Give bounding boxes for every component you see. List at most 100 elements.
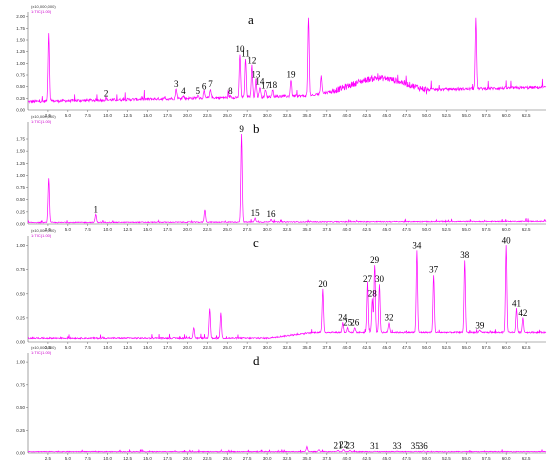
x-tick-label: 50.0: [422, 113, 431, 118]
x-tick-label: 12.5: [123, 456, 132, 461]
chart-panel-a: (x10,000,000)1:TIC(1.00)0.250.500.751.00…: [16, 4, 547, 118]
y-tick-label: 0.50: [16, 291, 25, 296]
x-tick-label: 60.0: [502, 456, 511, 461]
peak-label-9: 9: [239, 124, 244, 134]
peak-label-34: 34: [412, 240, 422, 250]
x-tick-label: 45.0: [382, 227, 391, 232]
peak-label-14: 14: [255, 77, 265, 87]
peak-label-3: 3: [174, 79, 179, 89]
x-tick-label: 57.5: [482, 345, 491, 350]
peak-label-19: 19: [286, 70, 296, 80]
x-tick-label: 55.0: [462, 345, 471, 350]
x-tick-label: 2.5: [45, 345, 52, 350]
peak-label-41: 41: [512, 298, 521, 308]
peak-label-13: 13: [251, 70, 261, 80]
x-tick-label: 32.5: [283, 113, 292, 118]
x-tick-label: 42.5: [362, 456, 371, 461]
x-tick-label: 17.5: [163, 227, 172, 232]
peak-label-35: 35: [411, 441, 421, 451]
peak-label-39: 39: [475, 320, 485, 330]
y-tick-label: 0.50: [16, 197, 25, 202]
peak-label-16: 16: [267, 209, 277, 219]
x-tick-label: 32.5: [283, 456, 292, 461]
peak-label-8: 8: [228, 86, 233, 96]
peak-label-29: 29: [370, 255, 380, 265]
y-tick-label: 0.00: [16, 222, 25, 227]
x-tick-label: 10.0: [103, 227, 112, 232]
x-tick-label: 62.5: [522, 227, 531, 232]
peak-label-37: 37: [429, 265, 439, 275]
peak-label-15: 15: [251, 208, 261, 218]
x-tick-label: 7.5: [85, 227, 92, 232]
tic-trace: [27, 17, 547, 104]
peak-label-1: 1: [93, 204, 98, 214]
x-tick-label: 55.0: [462, 227, 471, 232]
x-tick-label: 62.5: [522, 113, 531, 118]
peak-label-7: 7: [208, 79, 213, 89]
x-tick-label: 17.5: [163, 345, 172, 350]
peak-label-5: 5: [195, 86, 200, 96]
x-tick-label: 2.5: [45, 456, 52, 461]
peak-label-11: 11: [241, 49, 250, 59]
trace-label: 1:TIC(1.00): [31, 233, 52, 238]
tic-trace: [27, 445, 547, 453]
trace-label: 1:TIC(1.00): [31, 350, 52, 355]
x-tick-label: 45.0: [382, 113, 391, 118]
x-tick-label: 17.5: [163, 456, 172, 461]
y-tick-label: 1.00: [16, 61, 25, 66]
x-tick-label: 15.0: [143, 227, 152, 232]
x-tick-label: 50.0: [422, 345, 431, 350]
x-tick-label: 50.0: [422, 456, 431, 461]
x-tick-label: 37.5: [322, 456, 331, 461]
y-tick-label: 1.25: [16, 49, 25, 54]
x-tick-label: 17.5: [163, 113, 172, 118]
x-tick-label: 5.0: [65, 456, 72, 461]
x-tick-label: 15.0: [143, 345, 152, 350]
y-tick-label: 1.50: [16, 38, 25, 43]
peak-label-4: 4: [181, 86, 186, 96]
x-tick-label: 37.5: [322, 345, 331, 350]
x-tick-label: 62.5: [522, 456, 531, 461]
peak-label-30: 30: [375, 274, 385, 284]
peak-label-31: 31: [370, 441, 379, 451]
x-tick-label: 50.0: [422, 227, 431, 232]
panel-letter: b: [253, 121, 260, 136]
x-tick-label: 40.0: [342, 456, 351, 461]
x-tick-label: 60.0: [502, 345, 511, 350]
x-tick-label: 10.0: [103, 113, 112, 118]
x-tick-label: 20.0: [183, 113, 192, 118]
peak-label-12: 12: [247, 56, 256, 66]
x-tick-label: 45.0: [382, 456, 391, 461]
x-tick-label: 7.5: [85, 345, 92, 350]
peak-label-10: 10: [235, 44, 245, 54]
x-tick-label: 47.5: [402, 113, 411, 118]
x-tick-label: 2.5: [45, 227, 52, 232]
trace-label: 1:TIC(1.00): [31, 9, 52, 14]
y-tick-label: 0.25: [16, 209, 25, 214]
x-tick-label: 7.5: [85, 113, 92, 118]
chart-panel-c: (x10,000,000)1:TIC(1.00)0.250.500.751.00…: [16, 228, 547, 350]
x-tick-label: 12.5: [123, 345, 132, 350]
x-tick-label: 57.5: [482, 227, 491, 232]
y-tick-label: 0.25: [16, 428, 25, 433]
peak-label-28: 28: [368, 289, 378, 299]
chart-panel-d: (x10,000,000)1:TIC(1.00) 0.25 0.50 0.75 1.00…: [16, 345, 547, 461]
peak-label-22: 22: [339, 439, 348, 449]
scale-label: (x10,000,000): [31, 228, 56, 233]
x-tick-label: 40.0: [342, 227, 351, 232]
y-tick-label: 0.25: [16, 96, 25, 101]
x-tick-label: 37.5: [322, 113, 331, 118]
tic-trace: [27, 245, 547, 341]
y-tick-label: 1.50: [16, 149, 25, 154]
x-tick-label: 42.5: [362, 227, 371, 232]
x-tick-label: 55.0: [462, 456, 471, 461]
x-tick-label: 52.5: [442, 113, 451, 118]
peak-label-17: 17: [261, 80, 271, 90]
panel-letter: a: [248, 12, 254, 27]
x-tick-label: 5.0: [65, 345, 72, 350]
peak-label-6: 6: [202, 81, 207, 91]
panel-letter: c: [253, 235, 259, 250]
y-tick-label: 0.00: [16, 108, 25, 113]
peak-label-23: 23: [345, 440, 355, 450]
